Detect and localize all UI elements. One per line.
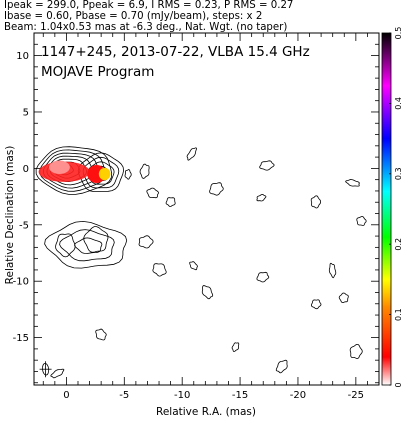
- noise-contour: [275, 359, 288, 374]
- colorbar-tick-label: 0.4: [394, 97, 403, 110]
- noise-contour: [146, 187, 159, 199]
- noise-contour: [152, 263, 167, 277]
- y-axis-label: Relative Declination (mas): [4, 146, 16, 285]
- plot-title-line-2: MOJAVE Program: [41, 64, 154, 80]
- x-tick-label: -25: [348, 390, 364, 401]
- noise-contour: [345, 179, 360, 187]
- colorbar: [381, 32, 392, 386]
- noise-contour: [259, 160, 275, 171]
- core-peak: [49, 160, 70, 175]
- noise-contour: [231, 342, 240, 352]
- x-axis-label: Relative R.A. (mas): [156, 406, 256, 418]
- noise-contour: [349, 344, 363, 360]
- noise-contour: [50, 368, 65, 379]
- noise-contour: [356, 216, 367, 226]
- noise-contour: [328, 262, 337, 279]
- noise-contour: [138, 235, 154, 249]
- noise-contour: [124, 169, 132, 180]
- noise-contour: [189, 261, 198, 271]
- colorbar-tick-label: 0.2: [394, 238, 403, 251]
- noise-contour: [201, 285, 214, 300]
- southern-lobe-contour: [83, 226, 109, 253]
- y-tick-label: 5: [23, 107, 29, 118]
- noise-contour: [186, 147, 197, 161]
- x-tick-label: -20: [290, 390, 306, 401]
- noise-contour: [139, 163, 150, 179]
- southern-lobe-contour: [44, 220, 128, 269]
- jet-knot-peak: [98, 167, 111, 181]
- noise-contour: [310, 195, 321, 209]
- y-tick-label: 10: [16, 51, 29, 62]
- header-line-3: Beam: 1.04x0.53 mas at -6.3 deg., Nat. W…: [4, 22, 288, 33]
- colorbar-tick-label: 0.3: [394, 167, 403, 180]
- plot-frame: [33, 32, 380, 386]
- colorbar-tick-label: 0.5: [394, 27, 403, 40]
- core-contour: [35, 146, 113, 195]
- southern-lobe-contour: [55, 233, 76, 258]
- y-tick-label: 0: [23, 164, 29, 175]
- noise-contour: [95, 328, 107, 341]
- noise-contour: [256, 271, 270, 283]
- x-tick-label: 0: [63, 390, 69, 401]
- noise-contour: [310, 299, 322, 310]
- header-line-1: Ipeak = 299.0, Ppeak = 6.9, I RMS = 0.23…: [4, 0, 294, 11]
- noise-contour: [256, 193, 267, 202]
- noise-contour: [338, 292, 349, 303]
- noise-contour: [165, 197, 176, 208]
- y-tick-label: -5: [19, 220, 29, 231]
- x-tick-label: -10: [174, 390, 190, 401]
- colorbar-tick-label: 0: [394, 382, 403, 387]
- header-line-2: Ibase = 0.60, Pbase = 0.70 (mJy/beam), s…: [4, 11, 263, 22]
- plot-title-line-1: 1147+245, 2013-07-22, VLBA 15.4 GHz: [41, 44, 310, 60]
- y-tick-label: -10: [13, 277, 29, 288]
- x-tick-label: -5: [119, 390, 129, 401]
- x-tick-label: -15: [232, 390, 248, 401]
- y-tick-label: -15: [13, 333, 29, 344]
- southern-lobe-contour: [59, 229, 115, 262]
- colorbar-tick-label: 0.1: [394, 308, 403, 321]
- noise-contour: [209, 182, 224, 196]
